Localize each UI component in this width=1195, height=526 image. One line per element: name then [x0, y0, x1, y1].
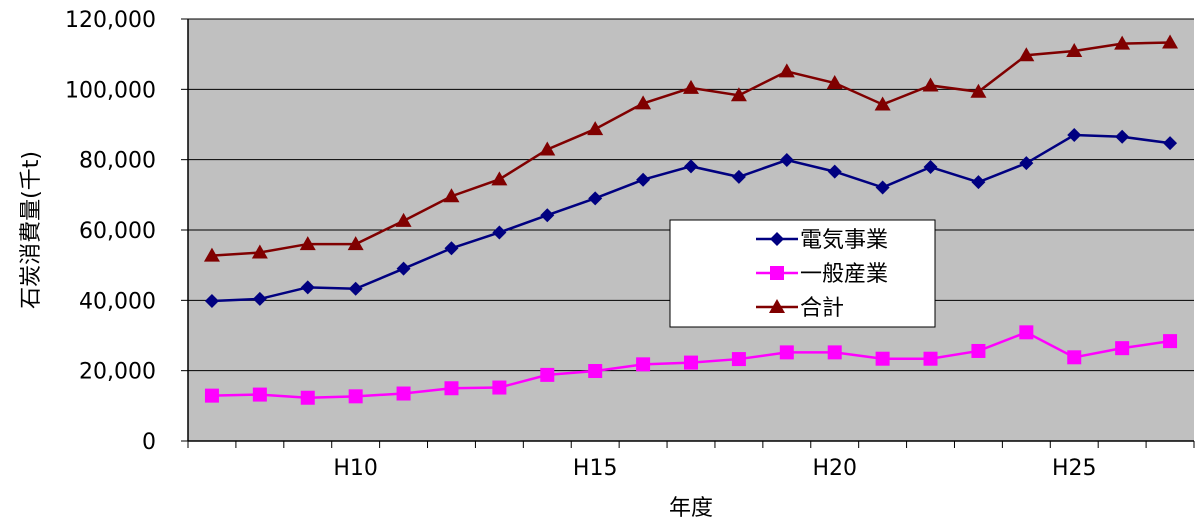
data-point	[1115, 341, 1130, 356]
data-point	[827, 345, 842, 360]
data-point	[1163, 136, 1178, 151]
series-1	[204, 128, 1178, 309]
data-point	[635, 95, 652, 110]
data-point	[922, 77, 939, 92]
data-point	[769, 299, 785, 313]
legend-label: 合計	[800, 296, 844, 321]
data-point	[684, 355, 698, 370]
data-point	[1067, 350, 1082, 365]
data-point	[923, 351, 938, 366]
data-point	[444, 241, 459, 256]
data-point	[203, 247, 220, 262]
series-3	[203, 34, 1179, 262]
data-point	[540, 367, 555, 382]
data-point	[1115, 129, 1130, 144]
legend-label: 電気事業	[800, 228, 888, 253]
data-point	[251, 244, 268, 259]
y-tick-label: 100,000	[65, 78, 156, 103]
x-tick-label: H10	[333, 456, 378, 481]
axes	[181, 18, 1195, 448]
x-axis-title: 年度	[669, 496, 713, 521]
data-point	[779, 153, 794, 168]
data-point	[923, 160, 938, 175]
legend-item: 合計	[756, 296, 844, 321]
data-point	[684, 159, 698, 174]
data-point	[492, 380, 507, 395]
x-tick-label: H25	[1052, 456, 1097, 481]
x-tick-labels: H10 H15 H20 H25	[333, 456, 1096, 481]
legend-label: 一般産業	[800, 262, 888, 287]
data-point	[731, 352, 746, 367]
data-point	[539, 141, 556, 156]
data-point	[204, 388, 219, 403]
data-point	[826, 75, 843, 90]
data-point	[683, 79, 699, 94]
data-point	[770, 232, 784, 246]
data-point	[204, 294, 219, 309]
x-tick-label: H20	[812, 456, 857, 481]
data-point	[252, 387, 267, 402]
data-point	[875, 180, 890, 195]
data-point	[1162, 34, 1179, 49]
data-point	[636, 357, 651, 372]
y-axis-title: 石炭消費量(千t)	[19, 151, 44, 309]
y-tick-labels: 0 20,000 40,000 60,000 80,000 100,000 120,000	[65, 8, 156, 455]
y-tick-label: 60,000	[79, 219, 156, 244]
data-point	[588, 364, 603, 379]
data-point	[587, 121, 604, 136]
data-point	[1018, 47, 1035, 62]
y-tick-label: 20,000	[79, 360, 156, 385]
series-layer	[203, 34, 1179, 405]
data-point	[348, 281, 363, 296]
y-tick-label: 0	[142, 430, 156, 455]
data-point	[1114, 35, 1131, 50]
data-point	[874, 96, 891, 111]
data-point	[443, 188, 460, 203]
data-point	[347, 236, 364, 251]
data-point	[588, 191, 603, 206]
data-point	[491, 171, 508, 186]
data-point	[730, 87, 747, 102]
data-point	[779, 345, 794, 360]
data-point	[540, 208, 555, 223]
data-point	[492, 225, 507, 240]
data-point	[971, 175, 986, 190]
legend-item: 電気事業	[756, 228, 888, 253]
legend-box	[669, 219, 936, 328]
data-point	[444, 381, 459, 396]
data-point	[1163, 334, 1178, 349]
data-point	[348, 389, 363, 404]
data-point	[971, 343, 986, 358]
data-point	[636, 172, 651, 187]
y-tick-label: 120,000	[65, 8, 156, 33]
data-point	[299, 236, 316, 251]
data-point	[1067, 128, 1082, 143]
data-point	[252, 291, 267, 306]
y-tick-label: 80,000	[79, 149, 156, 174]
data-point	[770, 266, 784, 280]
data-point	[1019, 325, 1034, 340]
data-point	[1066, 43, 1083, 58]
x-tick-label: H15	[573, 456, 618, 481]
data-point	[875, 351, 890, 366]
data-point	[300, 280, 315, 295]
legend-item: 一般産業	[756, 262, 888, 287]
data-point	[778, 63, 795, 78]
data-point	[827, 164, 842, 179]
data-point	[395, 212, 412, 227]
data-point	[396, 386, 411, 401]
y-tick-label: 40,000	[79, 289, 156, 314]
data-point	[300, 390, 315, 405]
series-2	[204, 325, 1178, 405]
data-point	[396, 261, 411, 276]
data-point	[731, 169, 746, 184]
data-point	[970, 83, 987, 98]
data-point	[1019, 156, 1034, 171]
